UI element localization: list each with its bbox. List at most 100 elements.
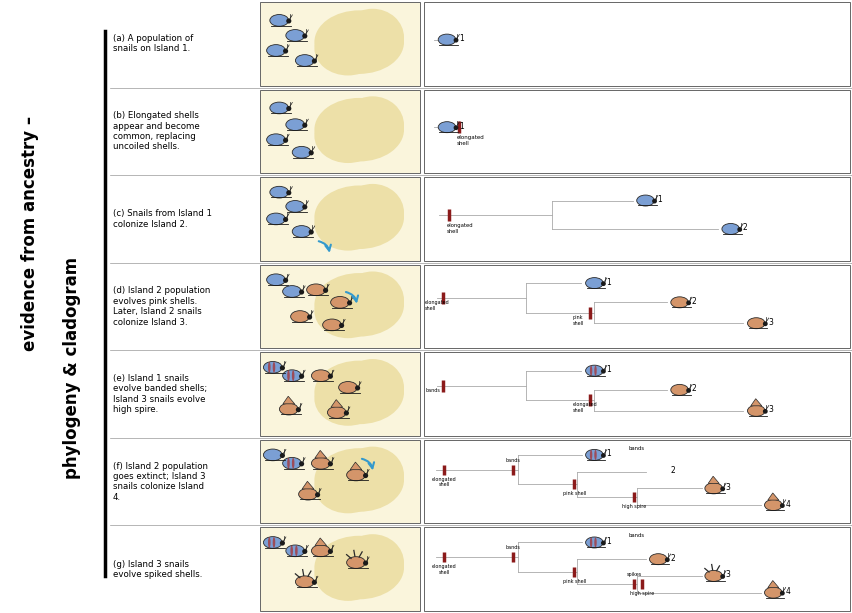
Ellipse shape	[292, 458, 295, 469]
Ellipse shape	[347, 557, 366, 568]
Ellipse shape	[314, 371, 382, 426]
Text: 1: 1	[607, 365, 611, 374]
Polygon shape	[708, 476, 719, 484]
Polygon shape	[302, 481, 314, 489]
Text: phylogeny & cladogram: phylogeny & cladogram	[63, 257, 81, 479]
Circle shape	[286, 18, 291, 23]
Ellipse shape	[636, 195, 654, 206]
Circle shape	[302, 204, 308, 210]
Circle shape	[601, 281, 606, 286]
Ellipse shape	[291, 311, 309, 322]
Bar	[260, 89, 420, 173]
Ellipse shape	[595, 538, 596, 547]
Text: 3: 3	[769, 318, 773, 327]
Circle shape	[308, 150, 314, 156]
Text: 4: 4	[786, 500, 790, 509]
Circle shape	[286, 190, 291, 196]
Text: spikes: spikes	[626, 573, 642, 577]
Circle shape	[339, 323, 344, 328]
Ellipse shape	[347, 469, 366, 481]
Bar	[424, 177, 850, 261]
Circle shape	[286, 106, 291, 111]
Ellipse shape	[649, 554, 667, 565]
Ellipse shape	[307, 284, 325, 295]
Ellipse shape	[292, 370, 295, 381]
Text: (e) Island 1 snails
evolve banded shells;
Island 3 snails evolve
high spire.: (e) Island 1 snails evolve banded shells…	[113, 374, 207, 414]
Ellipse shape	[342, 96, 404, 153]
Circle shape	[686, 388, 691, 393]
Ellipse shape	[438, 121, 456, 132]
Circle shape	[720, 574, 725, 579]
Circle shape	[279, 365, 285, 370]
Bar	[424, 89, 850, 173]
Text: 1: 1	[607, 278, 611, 287]
Ellipse shape	[295, 546, 297, 556]
Circle shape	[763, 321, 768, 326]
Circle shape	[299, 289, 304, 295]
Ellipse shape	[285, 545, 304, 557]
Circle shape	[686, 300, 691, 305]
Circle shape	[601, 541, 606, 546]
Text: 1: 1	[459, 34, 463, 43]
Ellipse shape	[342, 447, 404, 504]
Circle shape	[283, 217, 288, 222]
Text: elongated
shell: elongated shell	[447, 223, 474, 234]
Circle shape	[302, 123, 308, 128]
Ellipse shape	[312, 457, 331, 469]
Circle shape	[363, 473, 368, 478]
Ellipse shape	[283, 370, 302, 381]
Ellipse shape	[285, 200, 304, 212]
Ellipse shape	[595, 365, 596, 376]
Circle shape	[296, 407, 301, 413]
Ellipse shape	[267, 45, 285, 56]
Ellipse shape	[270, 102, 289, 114]
Bar	[260, 177, 420, 261]
Circle shape	[283, 278, 288, 283]
Polygon shape	[331, 400, 343, 407]
Circle shape	[347, 300, 352, 305]
Ellipse shape	[314, 21, 382, 75]
Text: bands: bands	[505, 457, 521, 463]
Text: pink shell: pink shell	[562, 491, 586, 496]
Text: bands: bands	[629, 446, 645, 451]
Circle shape	[315, 492, 320, 497]
Text: pink
shell: pink shell	[573, 314, 584, 326]
Ellipse shape	[327, 406, 346, 418]
Ellipse shape	[296, 576, 314, 588]
Text: high spire: high spire	[622, 504, 646, 509]
Circle shape	[328, 374, 333, 379]
Ellipse shape	[595, 450, 596, 460]
Circle shape	[323, 287, 328, 293]
Circle shape	[302, 549, 308, 554]
Ellipse shape	[314, 273, 404, 337]
Ellipse shape	[268, 537, 271, 548]
Ellipse shape	[671, 297, 688, 308]
Ellipse shape	[270, 15, 289, 26]
Ellipse shape	[270, 186, 289, 198]
Ellipse shape	[292, 147, 311, 158]
Ellipse shape	[314, 360, 404, 424]
Ellipse shape	[705, 483, 722, 494]
Polygon shape	[768, 493, 779, 500]
Ellipse shape	[312, 545, 331, 557]
Ellipse shape	[299, 489, 317, 500]
Circle shape	[299, 374, 304, 379]
Circle shape	[763, 409, 768, 414]
Ellipse shape	[671, 384, 688, 395]
Ellipse shape	[342, 184, 404, 241]
Text: 2: 2	[692, 297, 696, 306]
Text: evidence from ancestry –: evidence from ancestry –	[21, 115, 39, 351]
Text: bands: bands	[505, 545, 521, 550]
Circle shape	[279, 453, 285, 458]
Ellipse shape	[292, 226, 311, 237]
Ellipse shape	[285, 119, 304, 131]
Circle shape	[328, 549, 333, 554]
Circle shape	[308, 229, 314, 235]
Circle shape	[453, 38, 458, 42]
Ellipse shape	[267, 213, 285, 225]
Bar	[260, 352, 420, 436]
Text: 3: 3	[726, 571, 730, 579]
Text: 1: 1	[658, 195, 662, 204]
Text: (g) Island 3 snails
evolve spiked shells.: (g) Island 3 snails evolve spiked shells…	[113, 560, 203, 579]
Ellipse shape	[314, 109, 382, 163]
